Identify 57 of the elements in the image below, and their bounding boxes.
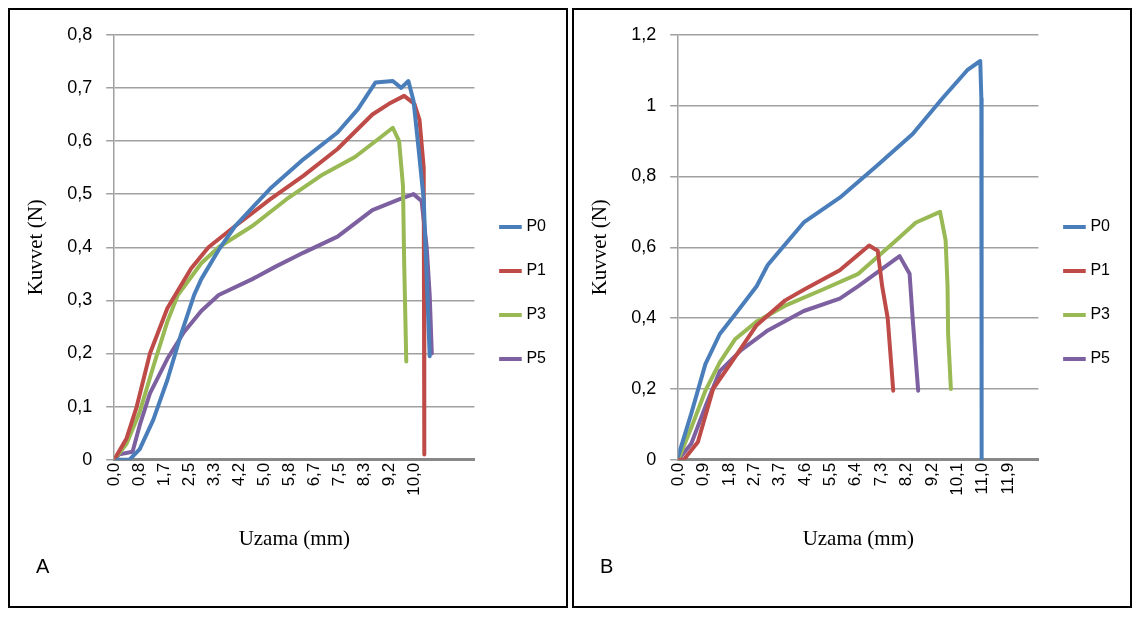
x-axis-title: Uzama (mm) <box>238 525 351 550</box>
x-tick-label: 0,0 <box>103 462 123 487</box>
y-axis-title: Kuvvet (N) <box>587 199 612 296</box>
x-tick-label: 6,7 <box>304 462 324 487</box>
x-tick-label: 11,0 <box>972 462 992 495</box>
legend-label: P1 <box>1090 261 1111 279</box>
legend-label: P0 <box>1090 217 1111 235</box>
y-tick-label: 0 <box>646 448 657 469</box>
x-tick-label: 0,0 <box>667 462 687 487</box>
y-tick-label: 0,1 <box>67 395 93 416</box>
x-tick-label: 3,7 <box>769 462 789 487</box>
y-tick-label: 0,7 <box>67 76 93 97</box>
y-tick-label: 0,2 <box>67 342 93 363</box>
text: B <box>600 555 614 578</box>
legend-label: P5 <box>1090 349 1111 367</box>
y-tick-label: 0,6 <box>631 236 657 257</box>
y-tick-label: 0,8 <box>631 165 657 186</box>
x-tick-label: 5,8 <box>279 462 298 487</box>
legend-label: P0 <box>526 217 547 235</box>
x-tick-label: 10,1 <box>946 462 966 496</box>
x-tick-label: 4,6 <box>794 462 814 487</box>
x-tick-label: 9,2 <box>379 462 399 487</box>
x-tick-label: 2,5 <box>178 462 198 487</box>
x-tick-label: 10,0 <box>404 462 424 496</box>
x-tick-label: 8,3 <box>354 462 374 487</box>
x-axis-title: Uzama (mm) <box>802 525 915 550</box>
y-tick-label: 0 <box>82 448 93 469</box>
legend-label: P3 <box>1090 305 1111 323</box>
x-tick-label: 1,7 <box>153 462 173 487</box>
x-tick-label: 8,2 <box>896 462 916 487</box>
y-tick-label: 0,5 <box>67 183 93 204</box>
x-tick-label: 2,7 <box>744 462 763 487</box>
x-tick-label: 5,0 <box>254 462 273 487</box>
legend-label: P5 <box>526 349 547 367</box>
y-tick-label: 0,4 <box>67 236 93 257</box>
y-tick-label: 0,6 <box>67 130 93 150</box>
y-tick-label: 0,4 <box>631 307 657 328</box>
x-tick-label: 9,2 <box>921 462 941 487</box>
y-tick-label: 0,3 <box>67 289 93 310</box>
x-tick-label: 0,8 <box>128 462 148 487</box>
y-axis-title: Kuvvet (N) <box>23 199 48 296</box>
x-tick-label: 7,3 <box>870 462 890 487</box>
x-tick-label: 5,5 <box>820 462 840 487</box>
y-tick-label: 1,2 <box>631 23 657 44</box>
x-tick-label: 3,3 <box>203 462 223 487</box>
y-tick-label: 0,8 <box>67 23 93 44</box>
text: A <box>36 555 50 578</box>
x-tick-label: 1,8 <box>718 462 738 487</box>
y-tick-label: 1 <box>646 94 657 115</box>
legend-label: P3 <box>526 305 547 323</box>
y-tick-label: 0,2 <box>631 377 657 398</box>
x-tick-label: 6,4 <box>845 462 865 487</box>
x-tick-label: 11,9 <box>997 462 1017 495</box>
x-tick-label: 4,2 <box>228 462 248 487</box>
legend-label: P1 <box>526 261 547 279</box>
x-tick-label: 7,5 <box>329 462 349 487</box>
x-tick-label: 0,9 <box>693 462 713 487</box>
